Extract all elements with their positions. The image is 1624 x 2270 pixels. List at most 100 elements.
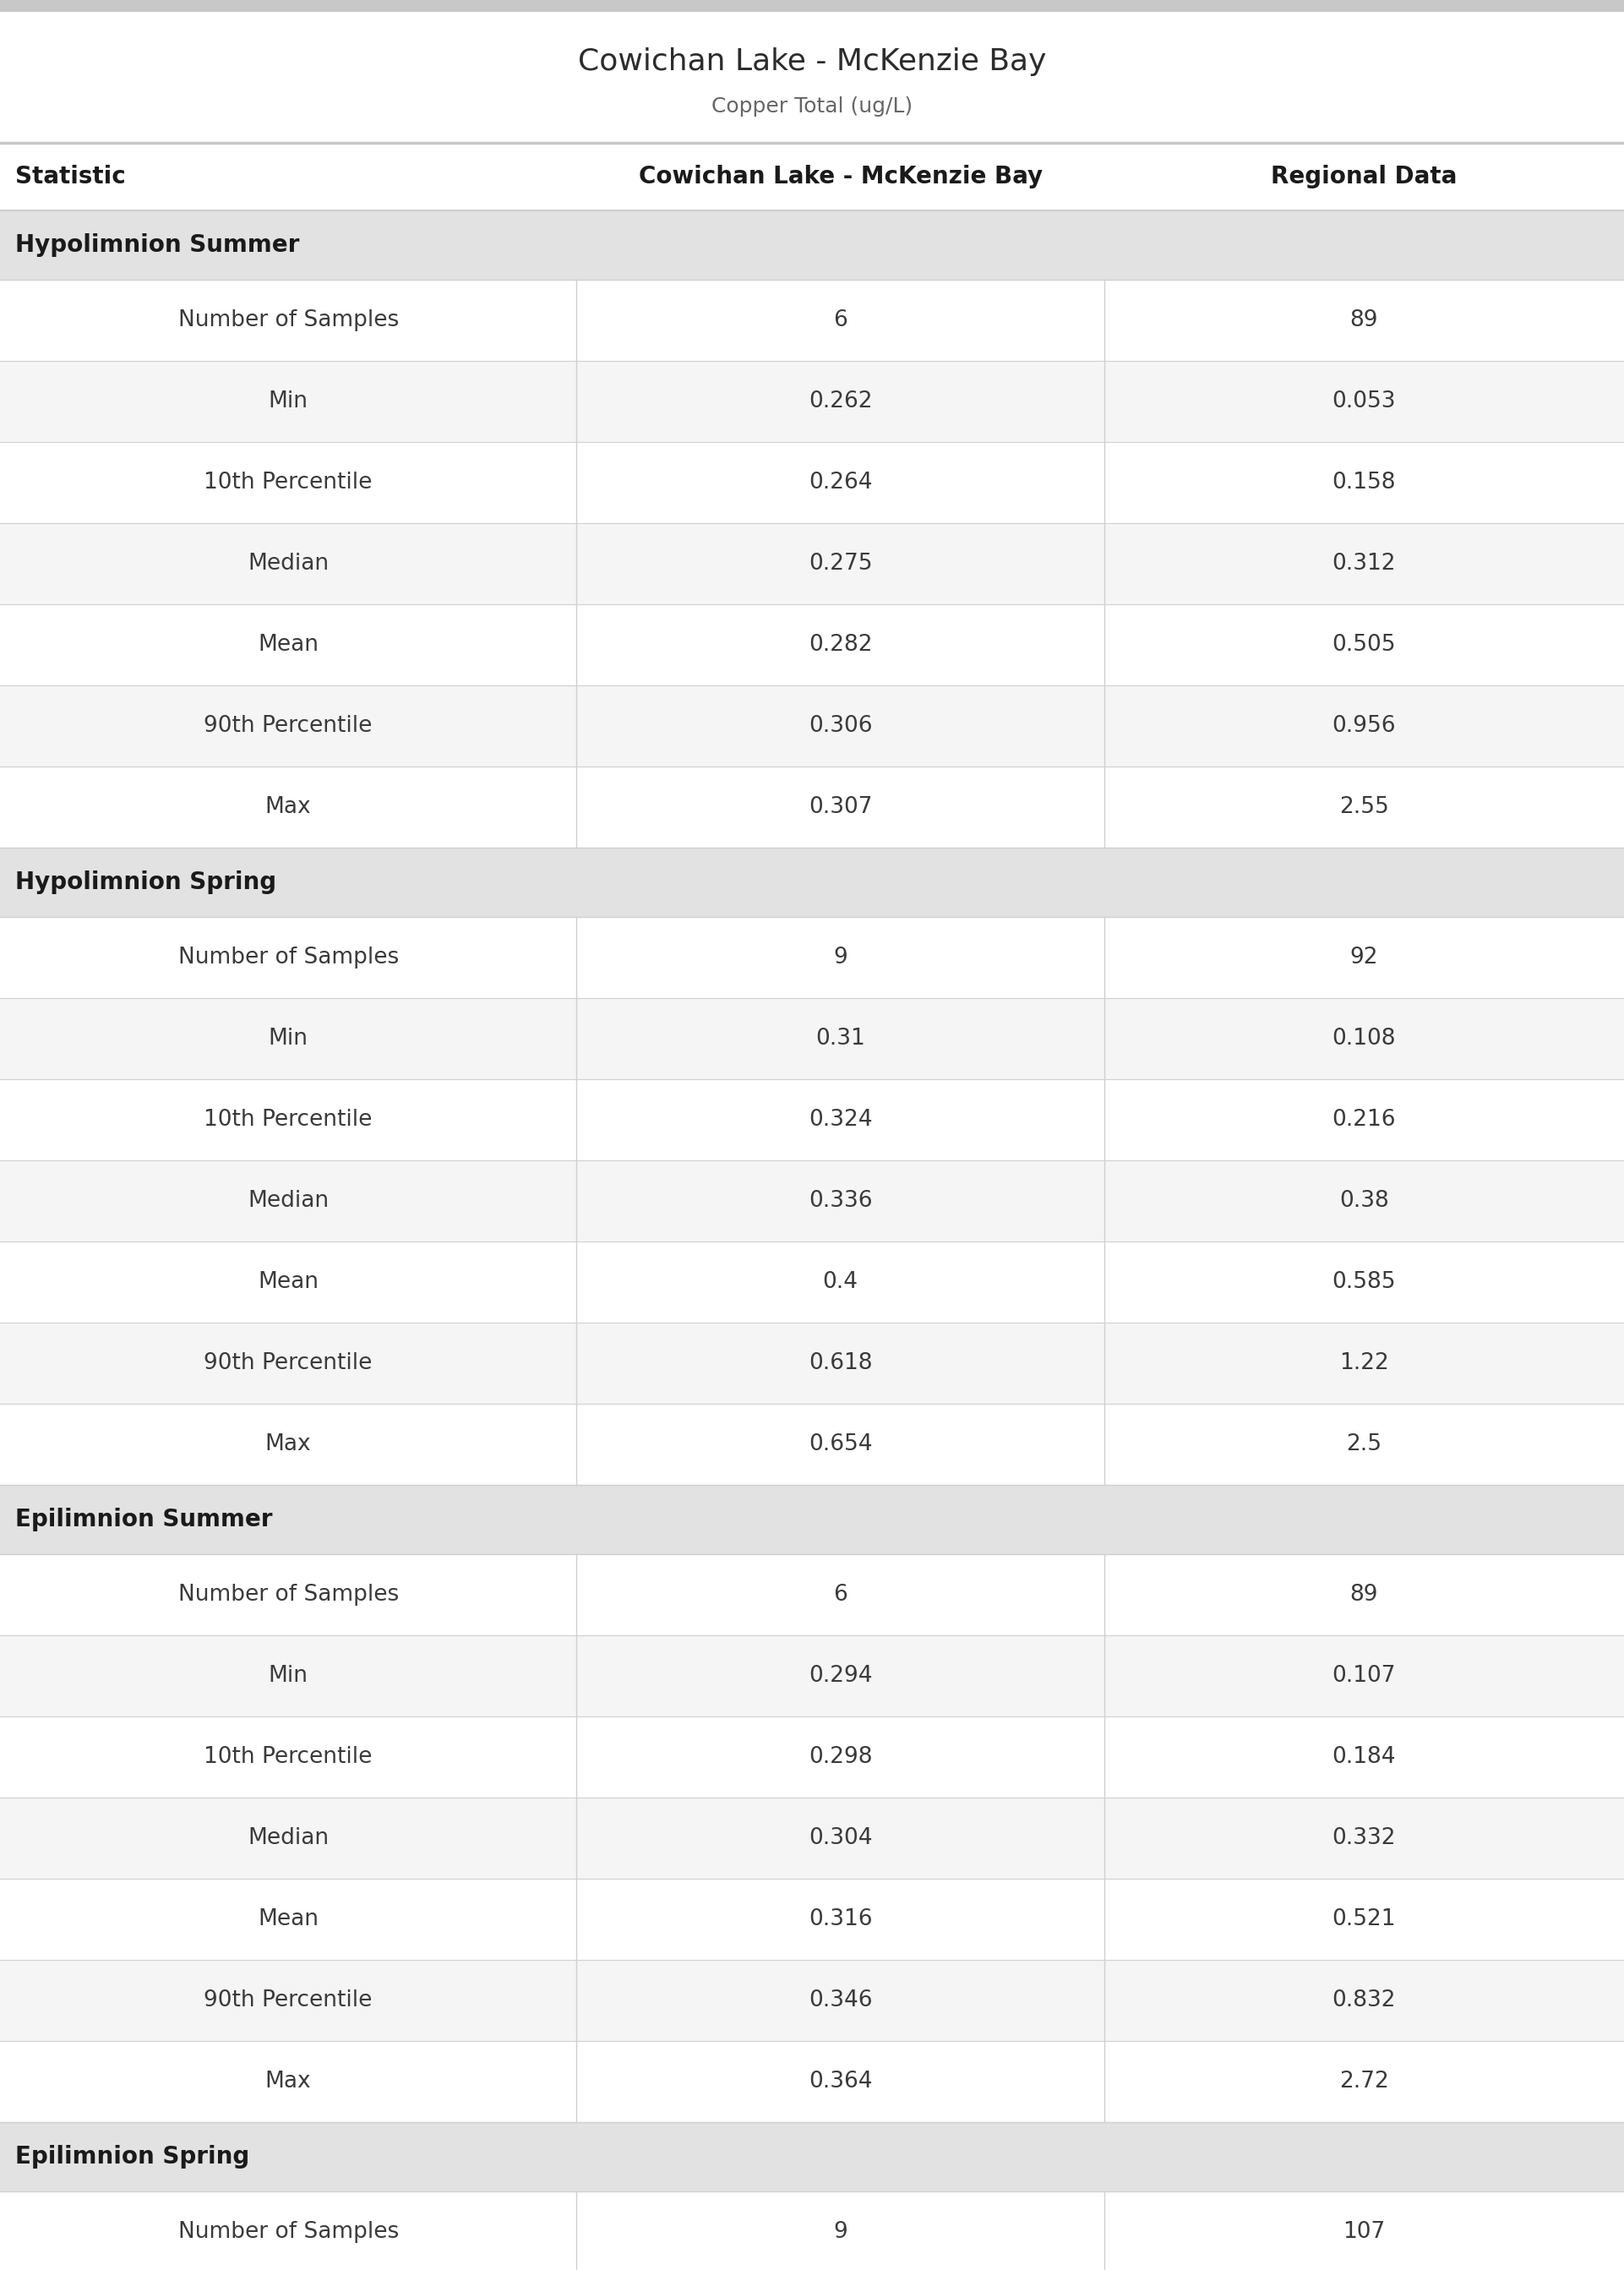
Text: Mean: Mean [258,1909,318,1930]
Text: 10th Percentile: 10th Percentile [205,1746,372,1768]
Text: 10th Percentile: 10th Percentile [205,472,372,493]
Bar [0,1485,1624,1555]
Text: 0.336: 0.336 [809,1189,872,1212]
Text: Min: Min [268,390,309,413]
Text: 92: 92 [1350,947,1379,969]
Text: 0.294: 0.294 [809,1664,872,1687]
Text: Number of Samples: Number of Samples [179,947,398,969]
Text: 0.324: 0.324 [809,1108,872,1130]
Text: 0.4: 0.4 [823,1271,857,1294]
Text: 6: 6 [833,1584,848,1605]
Text: 0.618: 0.618 [809,1353,872,1373]
Bar [0,686,1624,767]
Text: 0.184: 0.184 [1332,1746,1397,1768]
Bar [0,1959,1624,2041]
Text: 9: 9 [833,2220,848,2243]
Bar [0,1242,1624,1323]
Text: 0.306: 0.306 [809,715,872,738]
Bar [0,1798,1624,1880]
Bar [0,1716,1624,1798]
Text: 9: 9 [833,947,848,969]
Text: 0.364: 0.364 [809,2070,872,2093]
Text: Copper Total (ug/L): Copper Total (ug/L) [711,95,913,116]
Text: Max: Max [265,1432,312,1455]
Bar [0,1555,1624,1634]
Text: 0.521: 0.521 [1332,1909,1397,1930]
Text: 0.307: 0.307 [809,797,872,817]
Text: 0.38: 0.38 [1340,1189,1389,1212]
Bar [0,1403,1624,1485]
Bar [0,1880,1624,1959]
Text: 0.108: 0.108 [1332,1028,1397,1049]
Text: Max: Max [265,797,312,817]
Bar [0,604,1624,686]
Text: 2.55: 2.55 [1340,797,1389,817]
Bar [0,917,1624,999]
Bar [0,211,1624,279]
Text: 6: 6 [833,309,848,331]
Text: 2.72: 2.72 [1340,2070,1389,2093]
Bar [0,0,1624,11]
Text: 0.316: 0.316 [809,1909,872,1930]
Text: 0.262: 0.262 [809,390,872,413]
Text: 0.31: 0.31 [815,1028,866,1049]
Text: 107: 107 [1343,2220,1385,2243]
Text: Number of Samples: Number of Samples [179,1584,398,1605]
Text: Median: Median [247,1827,330,1850]
Bar [0,847,1624,917]
Bar [0,2191,1624,2270]
Text: 0.332: 0.332 [1332,1827,1397,1850]
Text: Median: Median [247,1189,330,1212]
Text: Min: Min [268,1028,309,1049]
Bar [0,1634,1624,1716]
Bar [0,2041,1624,2122]
Text: Regional Data: Regional Data [1272,166,1457,188]
Text: 0.346: 0.346 [809,1989,872,2011]
Text: Cowichan Lake - McKenzie Bay: Cowichan Lake - McKenzie Bay [638,166,1043,188]
Text: Mean: Mean [258,633,318,656]
Text: 0.107: 0.107 [1332,1664,1397,1687]
Text: Max: Max [265,2070,312,2093]
Text: 89: 89 [1350,1584,1379,1605]
Text: 0.304: 0.304 [809,1827,872,1850]
Text: 0.312: 0.312 [1332,552,1397,574]
Text: 0.956: 0.956 [1332,715,1397,738]
Text: 2.5: 2.5 [1346,1432,1382,1455]
Text: 90th Percentile: 90th Percentile [205,715,372,738]
Bar [0,1323,1624,1403]
Text: Hypolimnion Spring: Hypolimnion Spring [15,869,276,894]
Text: Epilimnion Summer: Epilimnion Summer [15,1507,273,1532]
Text: 0.282: 0.282 [809,633,872,656]
Bar [0,999,1624,1078]
Text: Epilimnion Spring: Epilimnion Spring [15,2145,250,2168]
Text: Mean: Mean [258,1271,318,1294]
Bar [0,2122,1624,2191]
Text: 0.264: 0.264 [809,472,872,493]
Text: 0.158: 0.158 [1332,472,1397,493]
Text: 90th Percentile: 90th Percentile [205,1353,372,1373]
Text: Number of Samples: Number of Samples [179,309,398,331]
Text: 0.832: 0.832 [1332,1989,1397,2011]
Bar [0,1160,1624,1242]
Text: Number of Samples: Number of Samples [179,2220,398,2243]
Text: 0.654: 0.654 [809,1432,872,1455]
Text: Cowichan Lake - McKenzie Bay: Cowichan Lake - McKenzie Bay [578,48,1046,75]
Bar [0,11,1624,143]
Text: 0.216: 0.216 [1332,1108,1397,1130]
Bar [0,522,1624,604]
Text: Min: Min [268,1664,309,1687]
Text: 90th Percentile: 90th Percentile [205,1989,372,2011]
Bar [0,1078,1624,1160]
Text: Median: Median [247,552,330,574]
Text: Statistic: Statistic [15,166,125,188]
Text: 0.505: 0.505 [1332,633,1397,656]
Text: 0.585: 0.585 [1332,1271,1397,1294]
Text: Hypolimnion Summer: Hypolimnion Summer [15,234,299,257]
Text: 0.053: 0.053 [1332,390,1397,413]
Bar [0,361,1624,443]
Text: 1.22: 1.22 [1340,1353,1389,1373]
Text: 0.298: 0.298 [809,1746,872,1768]
Text: 0.275: 0.275 [809,552,872,574]
Text: 10th Percentile: 10th Percentile [205,1108,372,1130]
Bar [0,443,1624,522]
